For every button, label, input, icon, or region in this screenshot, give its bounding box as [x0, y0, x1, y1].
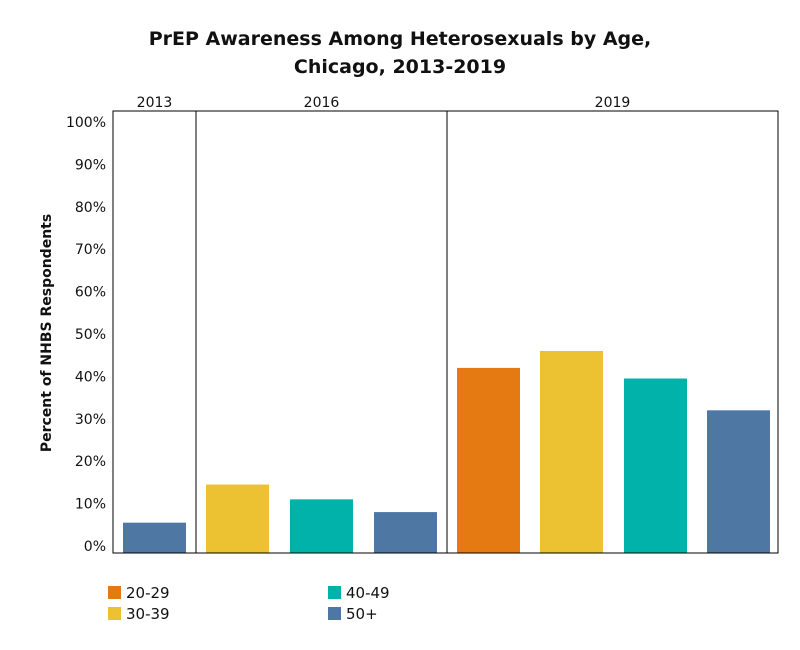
- y-tick-label-80: 80%: [75, 200, 106, 216]
- bar-2019-40-49: [624, 378, 687, 553]
- legend-item-40-49: 40-49: [328, 584, 390, 602]
- legend-swatch-40-49: [328, 586, 341, 599]
- legend-swatch-30-39: [108, 607, 121, 620]
- legend-item-20-29: 20-29: [108, 584, 170, 602]
- y-tick-label-70: 70%: [75, 242, 106, 258]
- bar-2016-30-39: [206, 484, 269, 553]
- group-label-2016: 2016: [304, 95, 340, 111]
- y-axis-label: Percent of NHBS Respondents: [39, 214, 55, 452]
- legend-swatch-50-plus: [328, 607, 341, 620]
- bar-2019-50-plus: [707, 410, 770, 553]
- group-label-2019: 2019: [595, 95, 631, 111]
- bar-2013-50-plus: [123, 522, 186, 553]
- legend-label-20-29: 20-29: [126, 584, 170, 602]
- bar-2019-20-29: [457, 367, 520, 553]
- plot-frame: [112, 110, 779, 554]
- y-tick-label-0: 0%: [84, 539, 106, 555]
- legend-swatch-20-29: [108, 586, 121, 599]
- legend-label-50-plus: 50+: [346, 605, 378, 623]
- y-tick-label-100: 100%: [66, 115, 106, 131]
- y-tick-label-40: 40%: [75, 369, 106, 385]
- y-tick-label-10: 10%: [75, 497, 106, 513]
- y-tick-label-50: 50%: [75, 327, 106, 343]
- legend-label-30-39: 30-39: [126, 605, 170, 623]
- y-tick-label-30: 30%: [75, 412, 106, 428]
- legend-item-50-plus: 50+: [328, 605, 378, 623]
- legend-item-30-39: 30-39: [108, 605, 170, 623]
- bar-2016-50-plus: [374, 512, 437, 553]
- legend-label-40-49: 40-49: [346, 584, 390, 602]
- group-label-2013: 2013: [137, 95, 173, 111]
- bar-2016-40-49: [290, 499, 353, 553]
- chart-title-line-2: Chicago, 2013-2019: [293, 56, 507, 78]
- y-tick-label-60: 60%: [75, 285, 106, 301]
- bar-2019-30-39: [540, 350, 603, 553]
- y-tick-label-90: 90%: [75, 157, 106, 173]
- y-tick-label-20: 20%: [75, 454, 106, 470]
- chart-title-line-1: PrEP Awareness Among Heterosexuals by Ag…: [148, 28, 652, 50]
